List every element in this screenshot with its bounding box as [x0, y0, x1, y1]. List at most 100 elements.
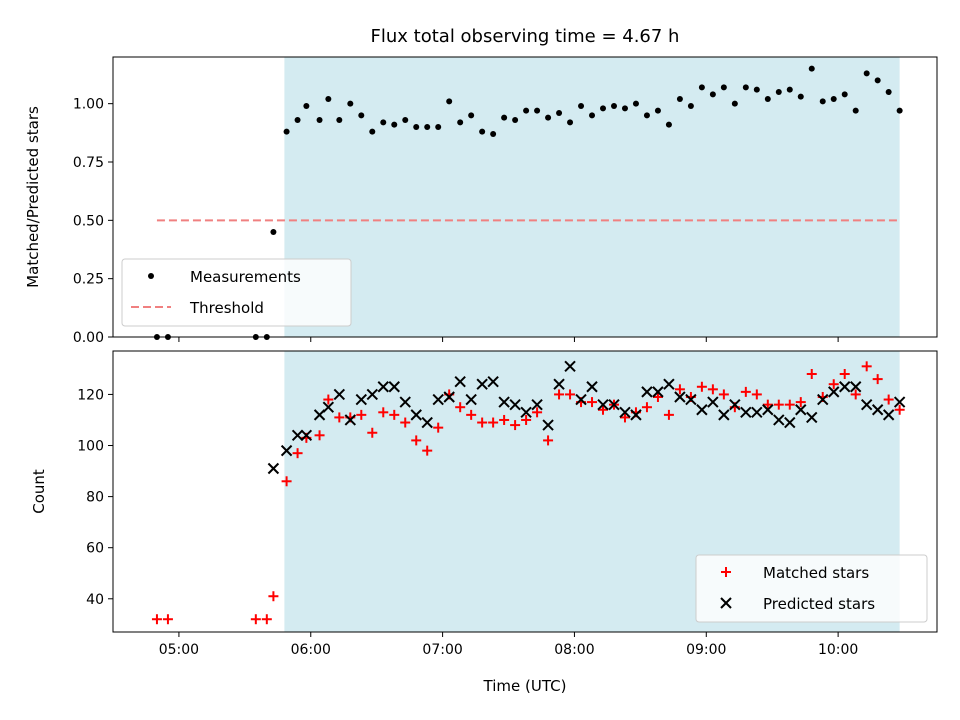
matched-star-point	[334, 412, 345, 423]
predicted-star-point	[366, 388, 378, 401]
measurement-point	[885, 89, 892, 95]
measurement-points	[153, 65, 903, 340]
predicted-star-point	[575, 393, 587, 406]
measurement-point	[303, 103, 310, 109]
matched-star-point	[587, 397, 598, 408]
x-tick-label: 08:00	[554, 642, 594, 658]
matched-star-point	[598, 404, 609, 415]
matched-star-point	[543, 435, 554, 446]
measurement-point	[764, 96, 771, 102]
matched-star-point	[292, 448, 303, 459]
matched-star-point	[674, 384, 685, 395]
measurement-point	[742, 84, 749, 91]
matched-star-point	[762, 399, 773, 410]
matched-star-point	[718, 389, 729, 400]
predicted-star-point	[839, 381, 851, 393]
measurement-point	[270, 229, 277, 235]
predicted-star-point	[652, 386, 664, 398]
matched-star-point	[850, 389, 861, 400]
measurement-point	[578, 103, 585, 109]
measurement-point	[358, 112, 365, 119]
matched-star-point	[532, 407, 543, 418]
matched-star-point	[411, 435, 422, 446]
measurement-point	[380, 119, 387, 126]
predicted-star-point	[388, 381, 400, 393]
top-y-tick-label: 0.25	[73, 272, 104, 288]
matched-star-point	[707, 384, 718, 395]
matched-star-point	[619, 412, 630, 423]
predicted-star-point	[707, 396, 719, 408]
bottom-y-tick-label: 100	[77, 439, 104, 455]
predicted-star-point	[454, 375, 466, 388]
legend-x-marker	[720, 597, 732, 609]
measurement-point	[841, 91, 848, 98]
measurement-point	[468, 112, 475, 119]
predicted-star-point	[377, 381, 389, 393]
matched-star-point	[261, 614, 272, 625]
matched-star-point	[455, 402, 466, 413]
matched-star-point	[400, 417, 411, 428]
predicted-star-point	[531, 398, 543, 411]
predicted-star-point	[784, 416, 796, 429]
top-legend: Measurements Threshold	[121, 258, 352, 327]
x-tick-label: 09:00	[686, 642, 726, 658]
measurement-point	[316, 117, 323, 123]
predicted-star-point	[476, 378, 488, 390]
count-panel: 05:00 06:00 07:00 08:00 09:00 10:00 40 60 80 100…	[30, 350, 938, 695]
predicted-star-point	[882, 409, 895, 421]
matched-star-point	[740, 386, 751, 397]
bottom-y-tick-label: 40	[86, 592, 104, 608]
predicted-star-point	[893, 396, 906, 408]
legend-label-threshold: Threshold	[189, 299, 264, 317]
matched-star-point	[883, 394, 894, 405]
predicted-star-point	[344, 414, 357, 426]
matched-star-point	[389, 409, 400, 420]
matched-star-point	[510, 420, 521, 431]
measurement-point	[457, 119, 464, 126]
measurement-point	[600, 105, 607, 112]
matched-star-point	[641, 402, 652, 413]
top-y-tick-label: 0.50	[73, 213, 104, 229]
measurement-point	[556, 110, 563, 116]
matched-star-point	[773, 399, 784, 410]
top-observing-span	[284, 57, 900, 337]
top-y-tick-label: 0.75	[73, 155, 104, 171]
predicted-star-point	[487, 375, 499, 388]
measurement-point	[709, 91, 716, 98]
matched-star-point	[663, 409, 674, 420]
predicted-star-point	[795, 404, 807, 416]
predicted-star-point	[564, 360, 576, 373]
matched-star-point	[861, 361, 872, 372]
predicted-star-point	[685, 393, 697, 406]
legend-plus-marker	[721, 567, 731, 577]
legend-label-predicted-stars: Predicted stars	[763, 595, 875, 613]
predicted-star-point	[718, 409, 730, 421]
matched-star-point	[367, 427, 378, 438]
matched-star-point	[250, 614, 261, 625]
measurement-point	[808, 65, 815, 72]
legend-marker-matched-stars	[721, 567, 731, 577]
predicted-star-point	[509, 398, 521, 411]
measurement-point	[413, 124, 420, 130]
measurement-point	[347, 100, 354, 107]
bottom-y-tick-label: 120	[77, 387, 104, 403]
x-axis-label: Time (UTC)	[483, 677, 567, 695]
matched-star-point	[751, 389, 762, 400]
measurement-point	[687, 103, 694, 109]
measurement-point	[819, 98, 826, 105]
matched-star-point	[162, 614, 173, 625]
predicted-star-point	[849, 381, 862, 393]
predicted-star-point	[542, 419, 554, 431]
matched-star-point	[268, 591, 279, 602]
predicted-star-point	[443, 391, 455, 403]
matched-star-point	[554, 389, 565, 400]
measurement-point	[325, 96, 332, 102]
predicted-star-point	[586, 381, 598, 393]
matched-star-point	[433, 422, 444, 433]
measurement-point	[402, 117, 409, 123]
predicted-star-point	[740, 406, 752, 419]
measurement-point	[610, 103, 617, 109]
bottom-y-tick-label: 80	[86, 490, 104, 506]
measurement-point	[863, 70, 870, 77]
top-y-axis-label: Matched/Predicted stars	[24, 106, 42, 288]
